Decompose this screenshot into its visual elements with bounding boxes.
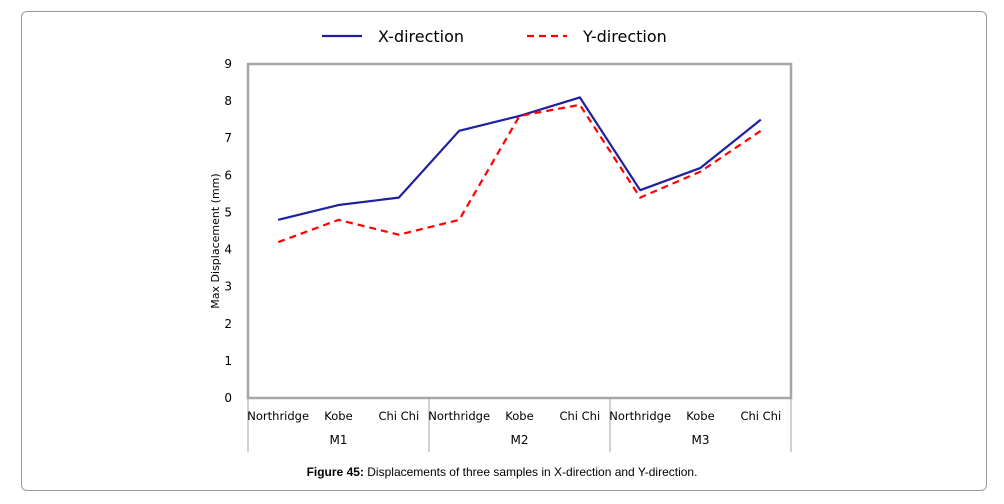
y-axis: 0 1 2 3 4 5 6 7 8 9 — [224, 57, 232, 405]
x-category-label: Chi Chi — [378, 409, 419, 423]
x-group-label: M2 — [511, 433, 529, 447]
series-layer — [277, 96, 762, 244]
y-tick-label: 2 — [224, 317, 232, 331]
series-line-x-direction — [277, 96, 762, 221]
y-tick-label: 7 — [224, 131, 232, 145]
y-tick-label: 6 — [224, 168, 232, 182]
x-category-label: Northridge — [247, 409, 309, 423]
y-tick-label: 1 — [224, 354, 232, 368]
x-axis: M1 M2 M3 Northridge Kobe Chi Chi Northridge Kob… — [247, 398, 792, 452]
caption-label: Figure 45: — [306, 465, 364, 479]
chart-legend: X-direction Y-direction — [322, 27, 667, 46]
y-tick-label: 3 — [224, 280, 232, 294]
x-category-label: Kobe — [505, 409, 533, 423]
figure-frame — [21, 11, 987, 491]
x-group-label: M1 — [330, 433, 348, 447]
x-category-label: Northridge — [428, 409, 490, 423]
series-line-y-direction — [277, 103, 762, 244]
y-tick-label: 0 — [224, 391, 232, 405]
y-tick-label: 9 — [224, 57, 232, 71]
legend-label: X-direction — [378, 27, 464, 46]
x-category-label: Kobe — [324, 409, 352, 423]
y-axis-label: Max Displacement (mm) — [209, 173, 222, 308]
y-tick-label: 8 — [224, 94, 232, 108]
y-tick-label: 5 — [224, 205, 232, 219]
x-category-label: Chi Chi — [740, 409, 781, 423]
x-group-label: M3 — [692, 433, 710, 447]
legend-label: Y-direction — [582, 27, 667, 46]
x-category-label: Northridge — [609, 409, 671, 423]
caption-text: Displacements of three samples in X-dire… — [367, 465, 698, 479]
x-category-label: Kobe — [686, 409, 714, 423]
figure-caption: Figure 45: Displacements of three sample… — [0, 465, 1004, 479]
plot-area — [246, 62, 793, 400]
y-tick-label: 4 — [224, 243, 232, 257]
x-category-label: Chi Chi — [559, 409, 600, 423]
